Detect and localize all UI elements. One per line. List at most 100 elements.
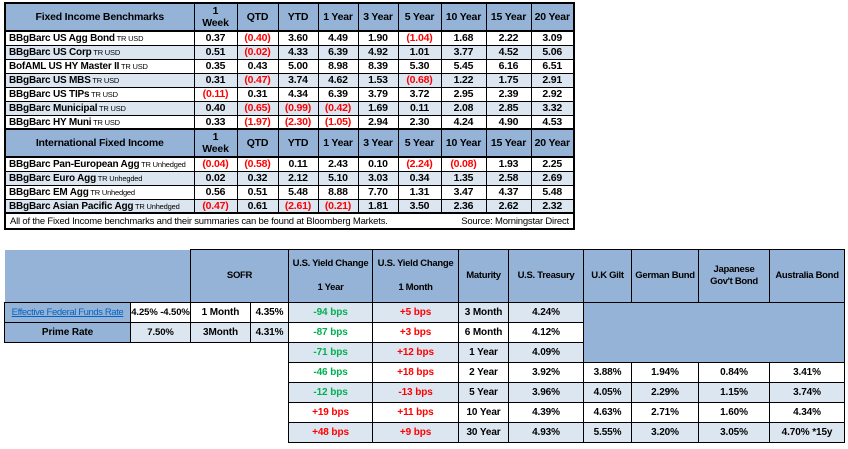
uk-gilt-cell: 3.88% [583,362,633,383]
col-header-qtd: QTD [236,128,279,158]
col-header-15-year: 15 Year [485,128,532,158]
return-value: 7.70 [357,184,399,200]
col-header-1-week: 1 Week [193,128,238,158]
col-header-3-year: 3 Year [357,2,399,32]
yield-change-1m-cell: +18 bps [372,362,460,383]
german-bund-cell: 2.71% [631,402,700,423]
rates-row: Effective Federal Funds Rate 4.25% -4.50%… [4,302,846,363]
benchmark-row: BBgBarc US Agg Bond TR USD 0.37 (0.40) 3.60… [4,30,575,46]
benchmarks-header-row: Fixed Income Benchmarks 1 Week QTD YTD 1… [4,2,575,32]
return-value: 1.81 [357,198,399,214]
effective-federal-funds-rate-link[interactable]: Effective Federal Funds Rate [11,307,124,318]
yield-change-1y-cell: -71 bps [288,342,374,363]
return-value: (1.05) [317,114,359,130]
sofr-rate: 4.31% [249,322,290,343]
benchmark-name: BBgBarc Asian Pacific Agg TR Unhedged [4,198,195,214]
maturity-cell: 5 Year [458,382,510,403]
return-value: 5.10 [317,170,359,186]
footer-note: All of the Fixed Income benchmarks and t… [10,215,388,227]
rates-row: -46 bps +18 bps 2 Year 3.92% 3.88% 1.94% 0.84%… [5,362,846,383]
return-value: 0.34 [397,170,442,186]
return-value: 2.12 [277,170,319,186]
benchmark-row: BofAML US HY Master II TR USD 0.35 0.43 5.0… [4,58,575,74]
col-header-10-year: 10 Year [440,2,487,32]
german-bund-cell: 3.20% [631,422,700,443]
left-spacer [5,343,289,363]
col-header-5-year: 5 Year [397,128,442,158]
left-spacer [5,363,289,383]
return-value: (0.68) [397,72,442,88]
sofr-term: 1 Month [190,302,251,323]
benchmark-name-suffix: TR Unhedged [133,201,180,211]
return-value: 8.39 [357,58,399,74]
uk-gilt-cell: 4.05% [583,382,633,403]
treasury-cell: 4.24% [508,302,585,323]
return-value: 3.50 [397,198,442,214]
return-value: 4.49 [317,30,359,46]
return-value: 2.22 [485,30,532,46]
benchmark-name-text: BBgBarc US Corp [9,47,92,58]
international-bonds-merged-cell [583,302,846,363]
return-value: 0.37 [193,30,238,46]
benchmark-name-text: BofAML US HY Master II [9,61,120,72]
australia-bond-cell: 4.34% [769,402,846,423]
benchmark-name-text: BBgBarc Pan-European Agg [9,159,140,171]
return-value: 8.88 [317,184,359,200]
benchmark-name-suffix: TR USD [114,34,144,44]
benchmark-name: BBgBarc Pan-European Agg TR Unhedged [4,156,195,172]
benchmark-row: BBgBarc EM Agg TR Unhedged 0.56 0.51 5.48 8.… [4,184,575,200]
return-value: (0.21) [317,198,359,214]
return-value: 2.92 [530,86,575,102]
return-value: (0.42) [317,100,359,116]
uk-gilt-cell: 4.63% [583,402,633,423]
japanese-bond-cell: 3.05% [698,422,771,443]
yield-change-1m-cell: -13 bps [372,382,460,403]
return-value: 1.22 [440,72,487,88]
return-value: 2.43 [317,156,359,172]
prime-rate-cell: Prime Rate [4,322,131,343]
return-value: 3.72 [397,86,442,102]
benchmark-row: BBgBarc US Corp TR USD 0.51 (0.02) 4.33 6.39… [4,44,575,60]
return-value: 0.11 [397,100,442,116]
return-value: 0.56 [193,184,238,200]
return-value: 4.90 [485,114,532,130]
return-value: (0.47) [193,198,238,214]
col-header-1-year: 1 Year [317,128,359,158]
col-header-1-year: 1 Year [317,2,359,32]
return-value: (0.11) [193,86,238,102]
yield-change-1m-cell: +12 bps [372,342,460,363]
treasury-cell: 4.39% [508,402,585,423]
benchmark-name: BBgBarc US MBS TR USD [4,72,195,88]
return-value: (2.24) [397,156,442,172]
return-value: 0.61 [236,198,279,214]
yield-change-1y-header: U.S. Yield Change 1 Year [288,249,374,303]
return-value: 1.53 [357,72,399,88]
return-value: (2.30) [277,114,319,130]
yield-change-1m-cell: +3 bps [372,322,460,343]
return-value: 4.53 [530,114,575,130]
benchmark-name: BBgBarc US TIPs TR USD [4,86,195,102]
return-value: 3.60 [277,30,319,46]
return-value: 0.33 [193,114,238,130]
left-spacer [5,383,289,403]
yield-change-1y-cell: -94 bps [288,302,374,323]
treasury-cell: 3.92% [508,362,585,383]
benchmark-row: BBgBarc Euro Agg TR Unhegded 0.02 0.32 2.12… [4,170,575,186]
return-value: 2.08 [440,100,487,116]
rates-row: +19 bps +11 bps 10 Year 4.39% 4.63% 2.71% 1.60… [5,402,846,423]
yield-change-1m-cell: +9 bps [372,422,460,443]
return-value: 2.30 [397,114,442,130]
return-value: 0.32 [236,170,279,186]
us-treasury-header: U.S. Treasury [508,249,585,303]
australia-bond-cell: 4.70% *15y [769,422,846,443]
benchmark-name-text: BBgBarc Municipal [9,103,98,114]
sofr-term: 3Month [190,322,251,343]
benchmark-name-suffix: TR USD [91,117,120,127]
maturity-cell: 10 Year [458,402,510,423]
benchmark-name-text: BBgBarc US MBS [9,75,91,86]
benchmark-name-text: BBgBarc HY Muni [9,116,92,128]
col-header-20-year: 20 Year [530,128,575,158]
return-value: 4.62 [317,72,359,88]
return-value: 0.40 [193,100,238,116]
